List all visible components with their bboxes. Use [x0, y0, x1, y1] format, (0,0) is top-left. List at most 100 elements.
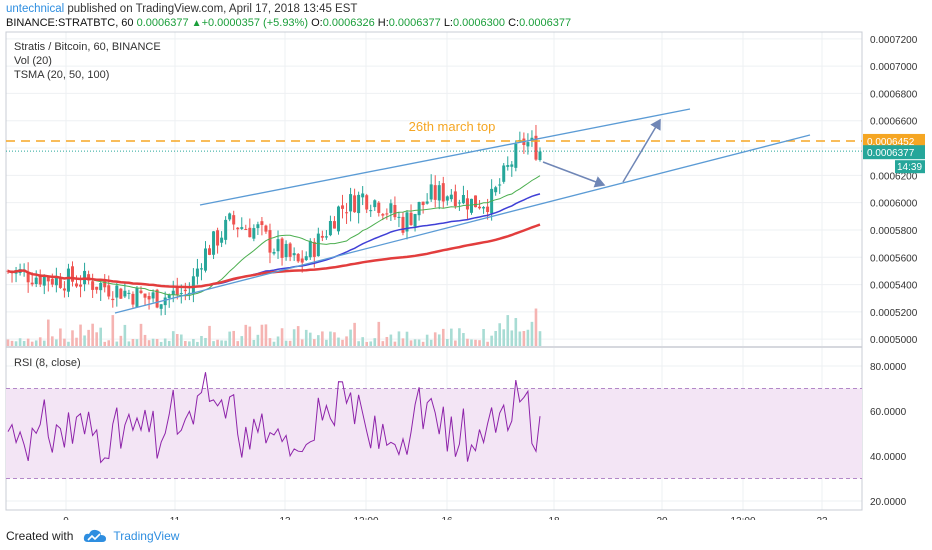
volume-bar: [67, 341, 70, 346]
candle-body: [58, 277, 62, 288]
volume-bar: [163, 338, 167, 346]
resistance-price-tag: [863, 133, 925, 148]
rsi-tick-label: 80.0000: [870, 362, 907, 373]
volume-bar: [437, 334, 441, 346]
volume-bar: [95, 332, 98, 346]
volume-bar: [155, 338, 159, 346]
volume-bar: [304, 329, 308, 346]
volume-bar: [337, 337, 340, 346]
candle-body: [304, 256, 308, 261]
channel-upper-line: [199, 108, 691, 206]
candle-body: [409, 212, 413, 226]
candle-body: [38, 274, 42, 285]
candle-body: [478, 206, 482, 209]
candle-body: [216, 230, 220, 246]
volume-bar: [425, 334, 429, 346]
candle-body: [341, 205, 345, 209]
volume-bar: [75, 337, 78, 346]
volume-bar: [325, 339, 328, 346]
y-tick-label: 0.0005600: [870, 253, 918, 264]
annotation-26th-march-top: 26th march top: [409, 119, 496, 134]
candle-body: [183, 289, 187, 292]
volume-bar: [357, 341, 360, 346]
chart-canvas[interactable]: 26th march top 0.0007200 0.0007000 0.00068…: [0, 30, 932, 520]
candle-body: [345, 212, 349, 214]
y-tick-label: 0.0006000: [870, 199, 918, 210]
candle-body: [514, 143, 518, 168]
candle-body: [175, 287, 179, 295]
candle-body: [437, 185, 441, 201]
volume-bar: [42, 340, 46, 346]
rsi-line: [7, 372, 541, 464]
close-label: C:: [508, 17, 520, 29]
rsi-tick-label: 40.0000: [870, 452, 907, 463]
candle-body: [236, 227, 240, 230]
volume-bar: [184, 340, 187, 346]
volume-bar: [236, 341, 240, 346]
volume-bar: [256, 334, 260, 346]
candle-body: [54, 276, 58, 286]
tradingview-cloud-icon: [84, 529, 107, 542]
candle-body: [457, 202, 461, 204]
volume-bar: [458, 328, 461, 346]
author-link[interactable]: untechnical: [6, 3, 65, 15]
volume-bar: [308, 332, 312, 346]
volume-bar: [139, 323, 143, 346]
volume-bar: [377, 321, 381, 346]
countdown-label: 14:39: [897, 162, 922, 173]
volume-bar: [131, 338, 135, 346]
candle-body: [123, 290, 127, 297]
y-tick-label: 0.0006600: [870, 117, 918, 128]
candle-body: [389, 203, 393, 213]
volume-bar: [429, 339, 433, 346]
volume-bar: [111, 315, 115, 346]
volume-bar: [494, 330, 497, 346]
y-tick-label: 0.0005400: [870, 281, 918, 292]
volume-bar: [151, 338, 155, 346]
volume-bar: [462, 333, 465, 346]
candle-body: [256, 224, 260, 229]
candle-body: [280, 238, 284, 258]
candle-body: [486, 206, 490, 213]
last-price: 0.0006377: [136, 17, 189, 29]
candle-body: [433, 185, 437, 200]
tradingview-link[interactable]: TradingView: [113, 529, 180, 543]
volume-bar: [38, 337, 42, 346]
candle-body: [373, 200, 377, 208]
volume-bar: [268, 338, 272, 346]
candle-body: [413, 213, 417, 227]
volume-bar: [147, 340, 151, 346]
x-tick-label: 12:00: [353, 516, 378, 520]
candle-body: [469, 198, 473, 213]
candle-body: [171, 290, 175, 295]
y-tick-label: 0.0005800: [870, 226, 918, 237]
volume-bar: [413, 339, 417, 346]
volume-bar: [22, 341, 26, 346]
volume-bar: [51, 336, 54, 346]
candle-body: [308, 240, 312, 258]
high-label: H:: [377, 17, 389, 29]
candle-body: [324, 236, 328, 238]
volume-bar: [159, 341, 163, 346]
candle-body: [530, 137, 534, 141]
volume-bar: [385, 336, 389, 346]
volume-bar: [135, 339, 139, 346]
candle-body: [91, 281, 95, 290]
legends: Stratis / Bitcoin, 60, BINANCE Vol (20) TS…: [14, 41, 161, 369]
candle-body: [510, 164, 514, 167]
candle-body: [139, 290, 143, 293]
rsi-tick-label: 20.0000: [870, 497, 907, 508]
volume-bar: [228, 331, 231, 346]
volume-bar: [188, 341, 191, 346]
candle-body: [62, 288, 66, 291]
volume-bar: [313, 339, 316, 346]
x-tick-label: 16: [441, 516, 453, 520]
candle-body: [70, 266, 74, 282]
candle-body: [296, 253, 300, 262]
candle-body: [482, 207, 486, 209]
volume-bar: [530, 321, 534, 346]
candle-body: [208, 248, 212, 255]
x-tick-label: 20: [656, 516, 668, 520]
candle-body: [320, 235, 324, 238]
volume-bar: [6, 339, 10, 346]
